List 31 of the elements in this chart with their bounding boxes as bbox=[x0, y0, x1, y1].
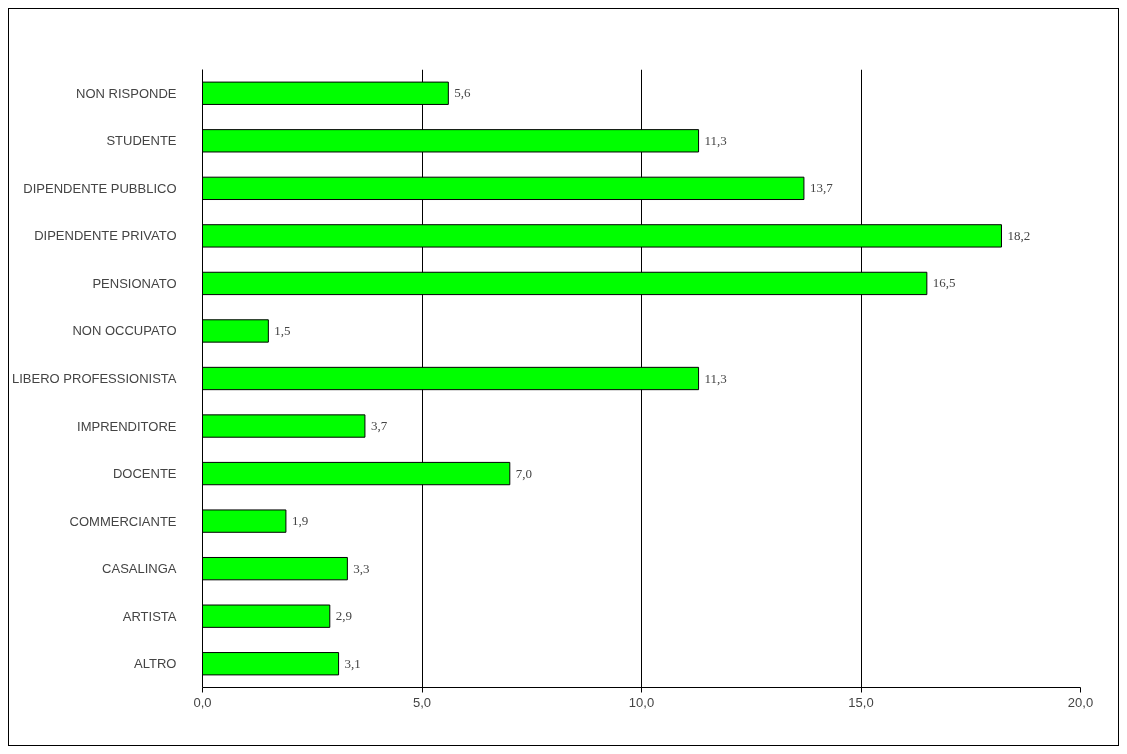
y-tick-label: LIBERO PROFESSIONISTA bbox=[12, 371, 177, 386]
data-label: 13,7 bbox=[809, 180, 834, 196]
data-label: 11,3 bbox=[704, 132, 727, 148]
x-tick-label: 20,0 bbox=[1067, 694, 1094, 710]
data-label: 1,9 bbox=[291, 513, 309, 529]
data-label: 3,3 bbox=[353, 560, 370, 576]
x-tick-label: 5,0 bbox=[412, 694, 432, 710]
data-label: 5,6 bbox=[454, 85, 472, 101]
data-label: 18,2 bbox=[1007, 227, 1031, 243]
x-tick-label: 10,0 bbox=[628, 694, 655, 710]
y-tick-label: DOCENTE bbox=[112, 466, 177, 482]
x-tick-label: 0,0 bbox=[193, 694, 212, 710]
y-tick-label: STUDENTE bbox=[106, 133, 177, 149]
data-label: 11,3 bbox=[704, 370, 727, 386]
data-label: 3,1 bbox=[344, 655, 361, 671]
y-tick-label: DIPENDENTE PUBBLICO bbox=[23, 180, 177, 196]
y-tick-label: NON RISPONDE bbox=[76, 85, 177, 101]
y-tick-label: PENSIONATO bbox=[92, 275, 177, 291]
data-label: 16,5 bbox=[932, 275, 956, 291]
data-label: 3,7 bbox=[370, 418, 388, 434]
y-tick-label: IMPRENDITORE bbox=[77, 418, 177, 434]
y-tick-label: ALTRO bbox=[134, 656, 177, 672]
data-label: 7,0 bbox=[515, 465, 533, 481]
data-label: 2,9 bbox=[335, 608, 353, 624]
y-tick-label: NON OCCUPATO bbox=[72, 323, 177, 339]
y-tick-label: ARTISTA bbox=[122, 608, 177, 624]
y-tick-label: COMMERCIANTE bbox=[69, 513, 177, 529]
x-tick-label: 15,0 bbox=[848, 694, 874, 710]
y-tick-label: DIPENDENTE PRIVATO bbox=[34, 228, 177, 244]
y-tick-label: CASALINGA bbox=[102, 561, 177, 577]
data-label: 1,5 bbox=[274, 322, 291, 338]
